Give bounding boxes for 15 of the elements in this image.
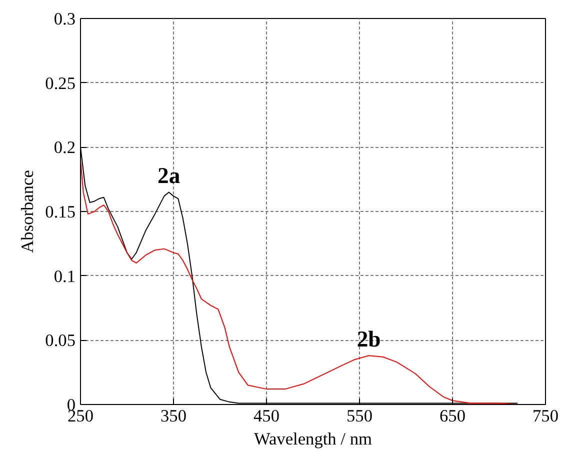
y-tick-label: 0.3 [54,10,76,28]
x-tick-label: 550 [346,406,373,426]
x-tick-label: 750 [532,406,559,426]
annotation: 2a [158,163,180,188]
x-axis-title: Wavelength / nm [254,430,372,448]
x-tick-label: 350 [160,406,187,426]
y-tick-label: 0.1 [54,266,76,286]
annotation: 2b [356,326,381,352]
y-tick-label: 0.2 [54,138,76,158]
x-tick-label: 650 [440,406,466,426]
y-tick-label: 0.15 [45,202,76,222]
x-tick-label: 450 [254,406,280,426]
y-tick-label: 0.25 [45,74,76,93]
y-axis-title: Absorbance [18,170,38,253]
y-tick-label: 0.05 [45,331,76,350]
